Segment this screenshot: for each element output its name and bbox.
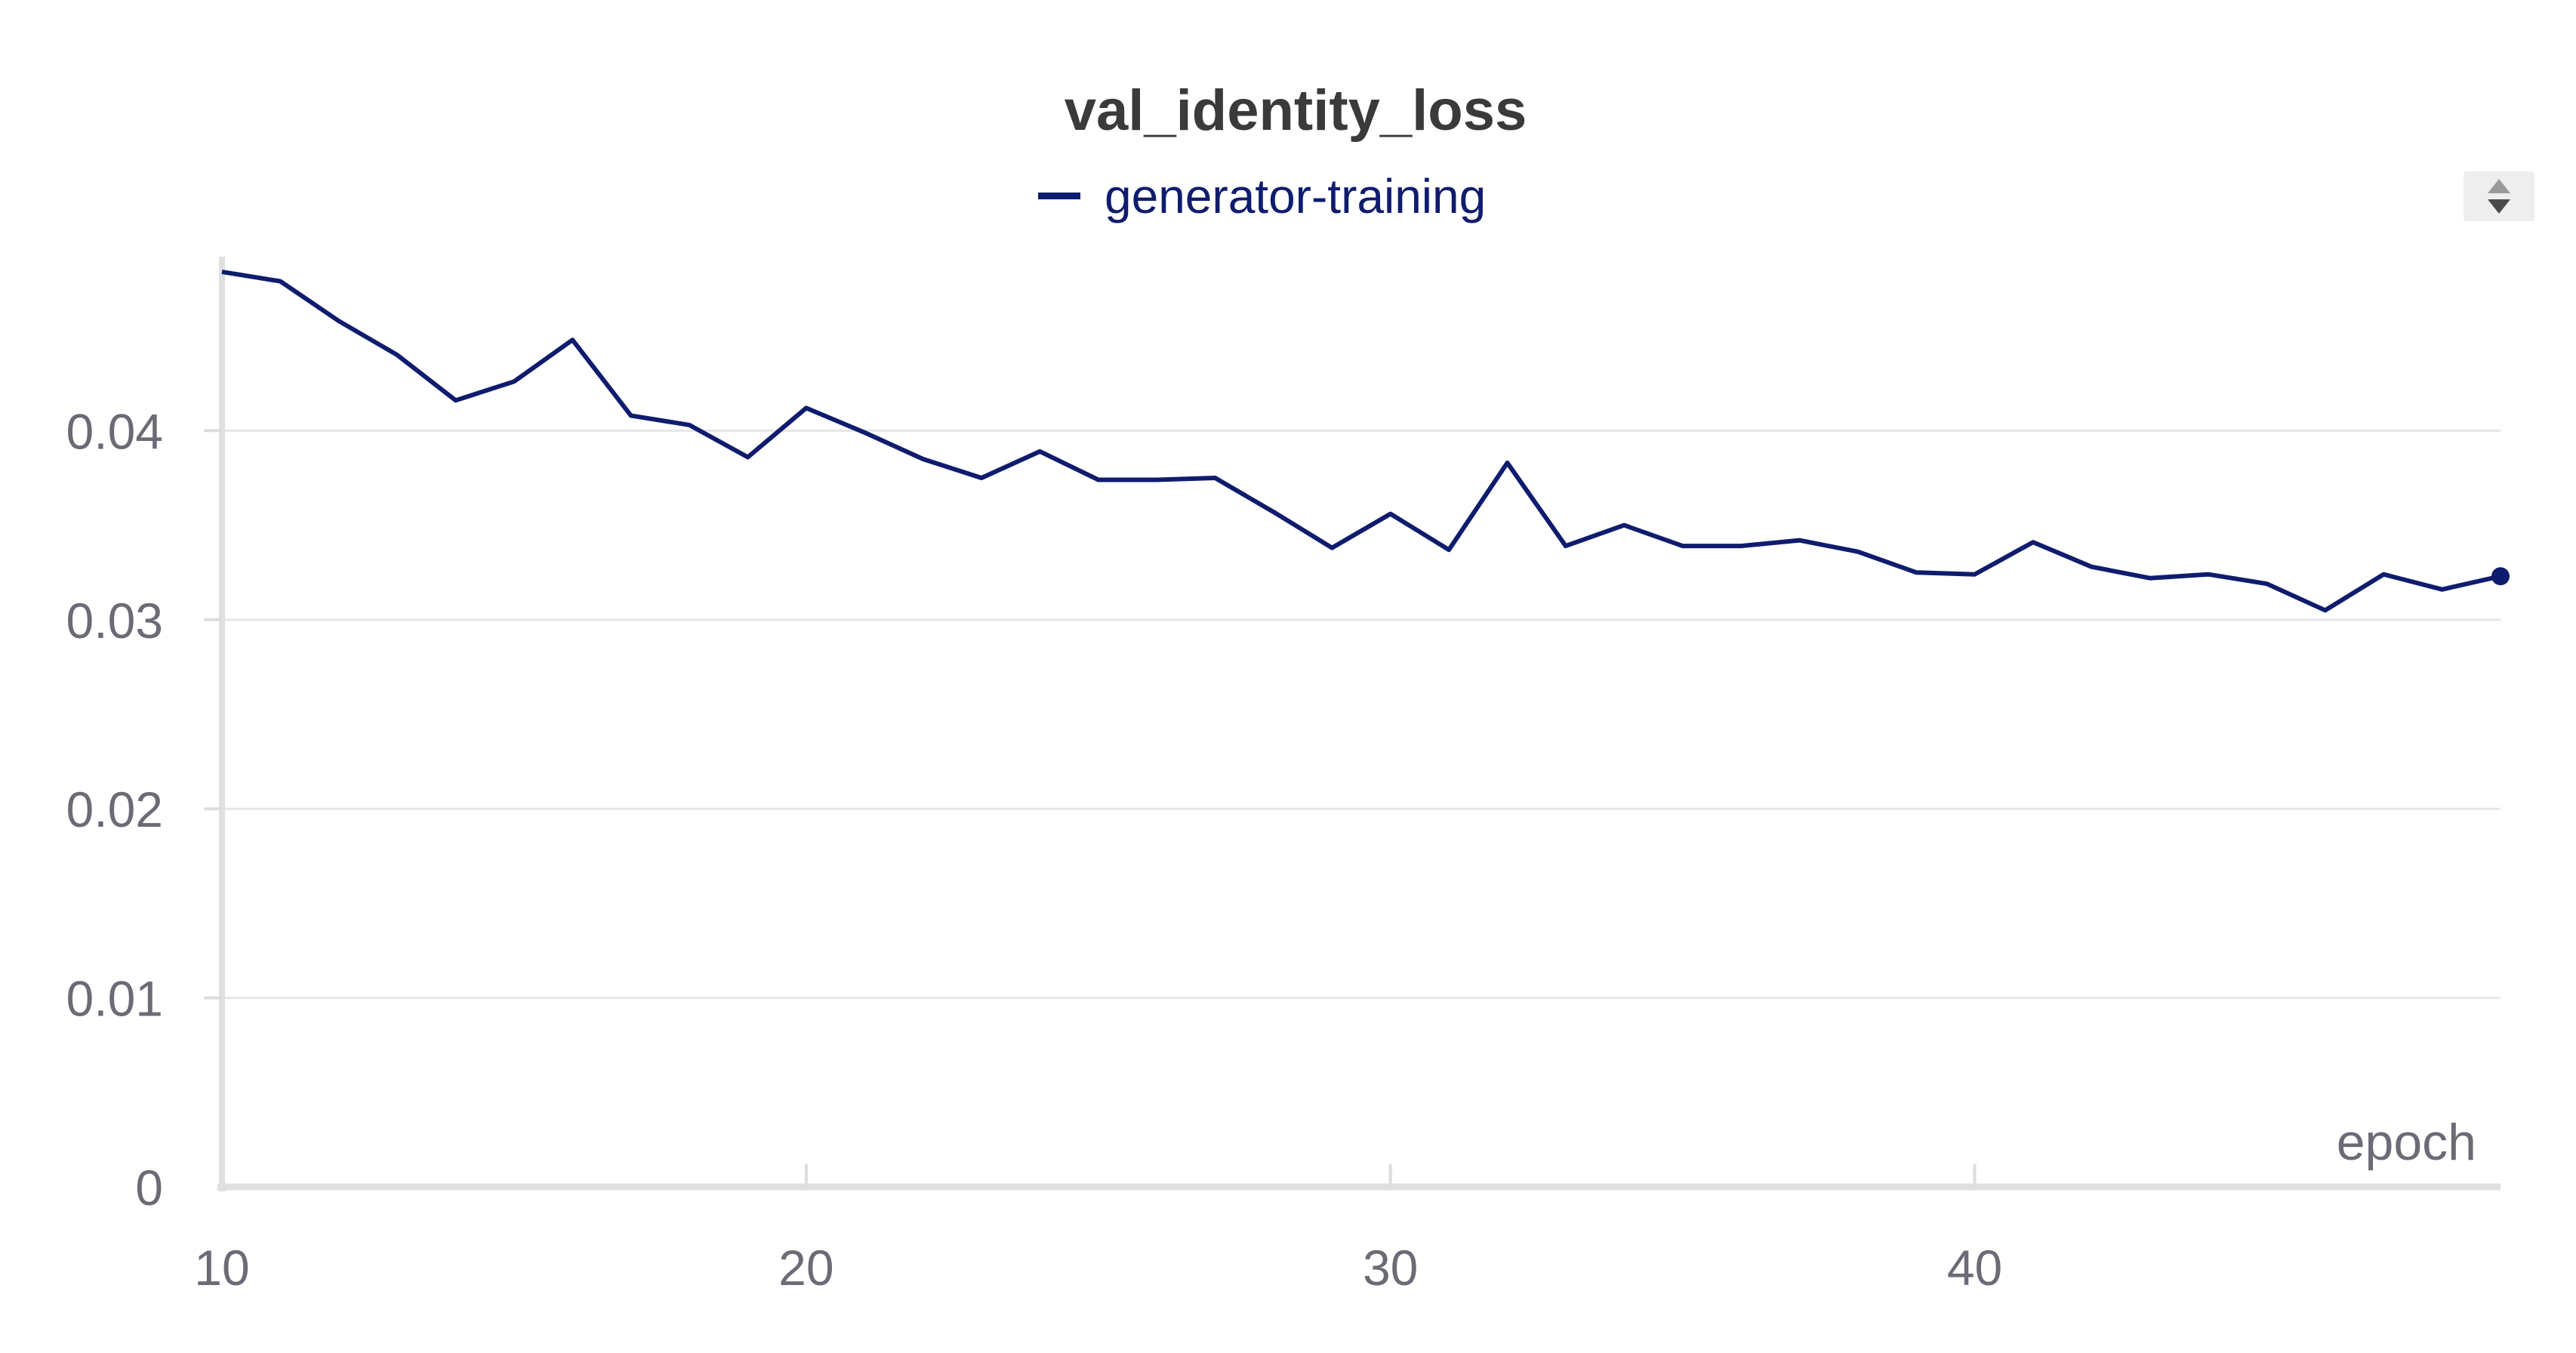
x-axis-ticks: 10 20 30 40 bbox=[194, 1164, 2002, 1296]
x-tick-label: 40 bbox=[1947, 1240, 2002, 1296]
axes bbox=[217, 257, 2501, 1191]
legend-scroll-control[interactable] bbox=[2464, 171, 2534, 221]
legend-label[interactable]: generator-training bbox=[1105, 169, 1486, 223]
y-tick-label: 0.04 bbox=[66, 403, 163, 459]
chart-title: val_identity_loss bbox=[1065, 79, 1527, 143]
last-point-marker[interactable] bbox=[2491, 567, 2510, 586]
series-group bbox=[221, 270, 2510, 613]
y-tick-label: 0.01 bbox=[66, 971, 163, 1027]
legend: generator-training bbox=[1038, 169, 1486, 223]
y-tick-label: 0 bbox=[135, 1160, 163, 1216]
x-tick-label: 30 bbox=[1363, 1240, 1418, 1296]
legend-swatch bbox=[1038, 193, 1080, 199]
scroll-down-icon[interactable] bbox=[2488, 199, 2510, 214]
y-tick-label: 0.03 bbox=[66, 593, 163, 649]
x-axis-title: epoch bbox=[2337, 1114, 2476, 1171]
x-tick-label: 20 bbox=[778, 1240, 834, 1296]
x-tick-label: 10 bbox=[194, 1240, 249, 1296]
scroll-up-icon[interactable] bbox=[2488, 179, 2510, 193]
y-axis-ticks: 0 0.01 0.02 0.03 0.04 bbox=[66, 403, 222, 1216]
series-line[interactable] bbox=[221, 270, 2501, 613]
grid bbox=[222, 429, 2501, 1000]
y-tick-label: 0.02 bbox=[66, 781, 163, 837]
